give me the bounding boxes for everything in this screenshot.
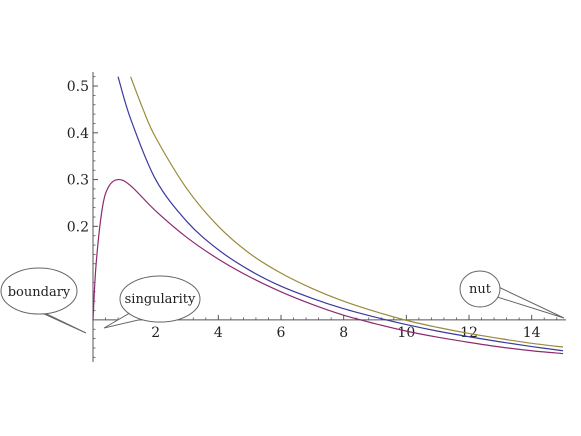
callout-nut-pointer	[489, 282, 565, 319]
callout-singularity-bubble	[119, 275, 201, 323]
series-line-2	[117, 76, 564, 352]
x-tick-label: 6	[277, 325, 286, 341]
callout-nut-label: nut	[469, 282, 492, 297]
series-layer	[92, 76, 564, 355]
callout-nut-bubble	[459, 270, 501, 308]
callout-boundary: boundary	[0, 267, 87, 334]
x-tick-label: 2	[151, 325, 160, 341]
series-line-1	[92, 178, 564, 355]
series-line-3	[130, 76, 564, 348]
callout-boundary-bubble	[0, 267, 78, 315]
callout-boundary-label: boundary	[8, 285, 71, 300]
x-tick-label: 10	[397, 325, 415, 341]
callouts: boundary singularity nut	[0, 267, 565, 334]
y-tick-label: 0.2	[67, 219, 89, 235]
y-tick-label: 0.3	[67, 173, 89, 189]
x-tick-label: 8	[339, 325, 348, 341]
callout-nut: nut	[459, 270, 565, 319]
x-tick-label: 4	[214, 325, 223, 341]
callout-singularity-label: singularity	[125, 292, 196, 307]
y-tick-label: 0.4	[67, 126, 89, 142]
x-tick-label: 14	[523, 325, 541, 341]
y-ticks: 0.2 0.3 0.4 0.5	[67, 76, 98, 358]
y-tick-label: 0.5	[67, 79, 89, 95]
callout-singularity: singularity	[103, 275, 201, 329]
